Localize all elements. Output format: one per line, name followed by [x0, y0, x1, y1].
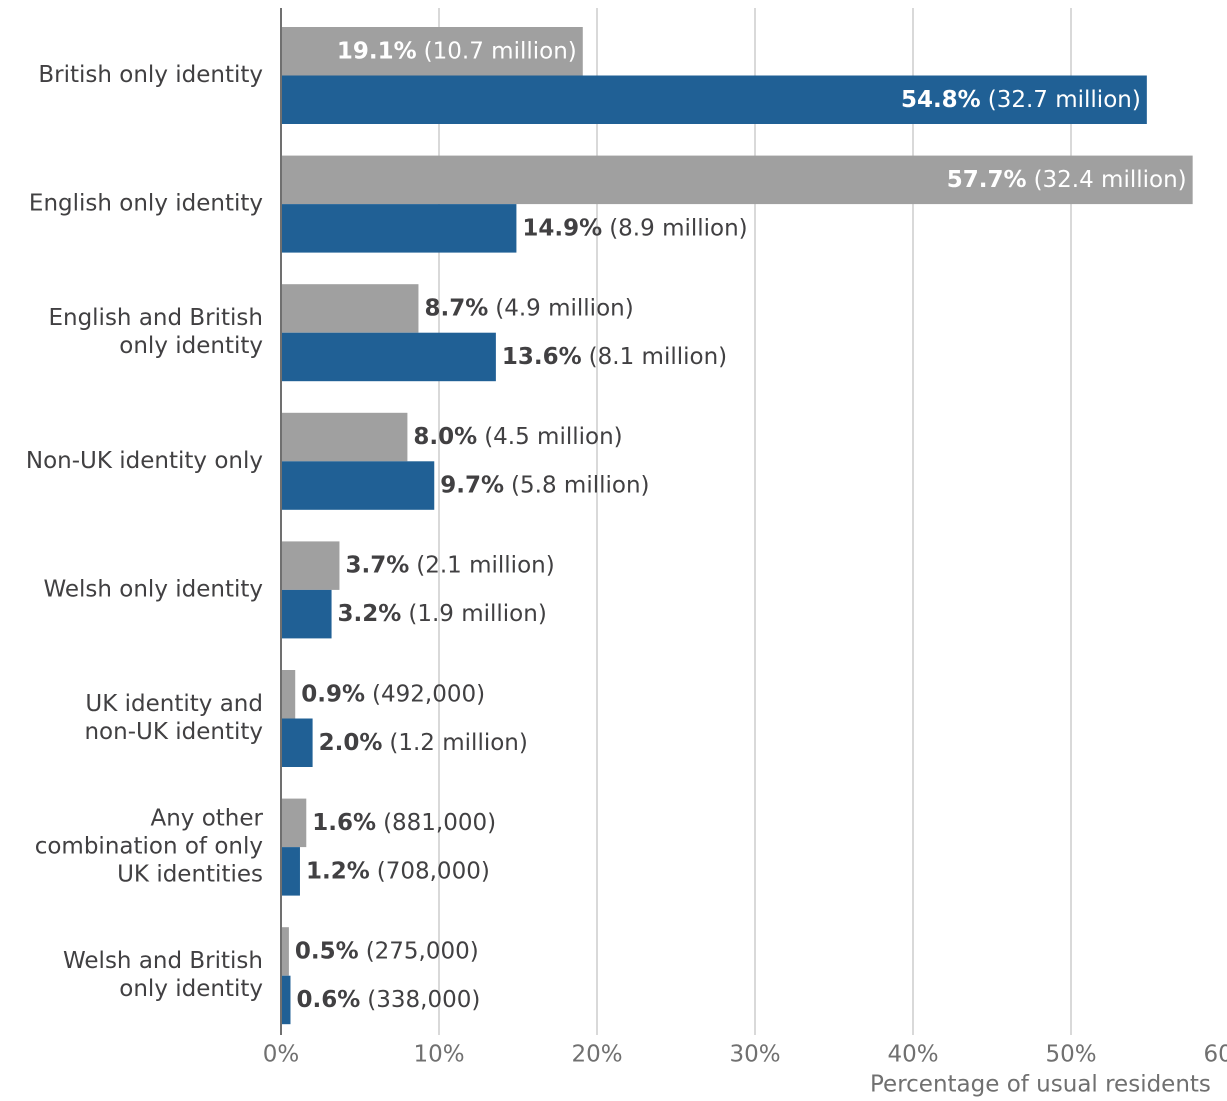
y-tick-label: only identity [119, 333, 263, 359]
count-label: (1.9 million) [408, 601, 546, 627]
y-tick-label: only identity [119, 976, 263, 1002]
y-tick-label: British only identity [38, 62, 263, 88]
bar [281, 670, 296, 719]
value-label: 14.9% [522, 215, 602, 241]
count-label: (275,000) [366, 938, 479, 964]
data-label: 2.0% (1.2 million) [319, 729, 528, 755]
bar [281, 589, 332, 639]
count-label: (4.9 million) [495, 295, 633, 321]
data-label: 14.9% (8.9 million) [522, 215, 747, 241]
data-label: 19.1% (10.7 million) [337, 38, 577, 64]
bar [281, 718, 313, 767]
count-label: (4.5 million) [484, 424, 622, 450]
value-label: 2.0% [319, 729, 383, 755]
count-label: (8.1 million) [589, 343, 727, 369]
bar [281, 332, 496, 382]
bar [281, 27, 583, 76]
count-label: (10.7 million) [424, 38, 577, 64]
data-label: 13.6% (8.1 million) [502, 343, 727, 369]
x-tick-label: 60% [1203, 1042, 1227, 1068]
count-label: (492,000) [372, 681, 485, 707]
count-label: (1.2 million) [389, 729, 527, 755]
x-tick-label: 40% [887, 1042, 938, 1068]
y-tick-label: English and British [48, 305, 263, 331]
count-label: (338,000) [367, 986, 480, 1012]
value-label: 1.2% [306, 858, 370, 884]
value-label: 57.7% [947, 166, 1027, 192]
value-label: 54.8% [901, 86, 981, 112]
x-tick-label: 30% [729, 1042, 780, 1068]
value-label: 8.7% [424, 295, 488, 321]
bar [281, 461, 435, 510]
data-label: 8.0% (4.5 million) [413, 424, 622, 450]
value-label: 19.1% [337, 38, 417, 64]
x-tick-label: 50% [1045, 1042, 1096, 1068]
count-label: (2.1 million) [416, 552, 554, 578]
value-label: 3.2% [338, 601, 402, 627]
bar [281, 155, 1193, 205]
x-tick-label: 0% [263, 1042, 300, 1068]
data-label: 54.8% (32.7 million) [901, 86, 1141, 112]
count-label: (5.8 million) [511, 472, 649, 498]
y-tick-label: combination of only [35, 834, 263, 860]
bar [281, 847, 300, 896]
value-label: 0.6% [296, 986, 360, 1012]
bar [281, 798, 307, 848]
value-label: 8.0% [413, 424, 477, 450]
y-tick-label: Welsh and British [63, 948, 263, 974]
bar [281, 412, 408, 462]
bar [281, 541, 340, 590]
bar [281, 75, 1147, 124]
bar [281, 284, 419, 333]
data-label: 0.5% (275,000) [295, 938, 479, 964]
y-tick-label: Welsh only identity [43, 576, 263, 602]
data-label: 0.9% (492,000) [301, 681, 485, 707]
bar [281, 204, 517, 253]
count-label: (32.7 million) [988, 86, 1141, 112]
x-axis-title: Percentage of usual residents [870, 1072, 1211, 1098]
data-label: 0.6% (338,000) [296, 986, 480, 1012]
y-tick-label: Any other [150, 806, 263, 832]
data-label: 1.2% (708,000) [306, 858, 490, 884]
count-label: (32.4 million) [1034, 166, 1187, 192]
data-label: 1.6% (881,000) [312, 809, 496, 835]
count-label: (708,000) [377, 858, 490, 884]
bar [281, 975, 291, 1025]
value-label: 0.5% [295, 938, 359, 964]
y-tick-label: English only identity [29, 191, 263, 217]
value-label: 3.7% [345, 552, 409, 578]
data-label: 9.7% (5.8 million) [440, 472, 649, 498]
data-label: 3.2% (1.9 million) [338, 601, 547, 627]
y-tick-label: Non-UK identity only [26, 448, 263, 474]
data-label: 3.7% (2.1 million) [345, 552, 554, 578]
y-tick-label: non-UK identity [84, 719, 263, 745]
value-label: 13.6% [502, 343, 582, 369]
data-label: 57.7% (32.4 million) [947, 166, 1187, 192]
value-label: 9.7% [440, 472, 504, 498]
bar [281, 927, 289, 976]
count-label: (8.9 million) [609, 215, 747, 241]
y-tick-label: UK identity and [85, 691, 263, 717]
value-label: 0.9% [301, 681, 365, 707]
data-label: 8.7% (4.9 million) [424, 295, 633, 321]
x-tick-label: 20% [571, 1042, 622, 1068]
x-tick-label: 10% [413, 1042, 464, 1068]
value-label: 1.6% [312, 809, 376, 835]
count-label: (881,000) [383, 809, 496, 835]
y-tick-label: UK identities [117, 862, 263, 888]
